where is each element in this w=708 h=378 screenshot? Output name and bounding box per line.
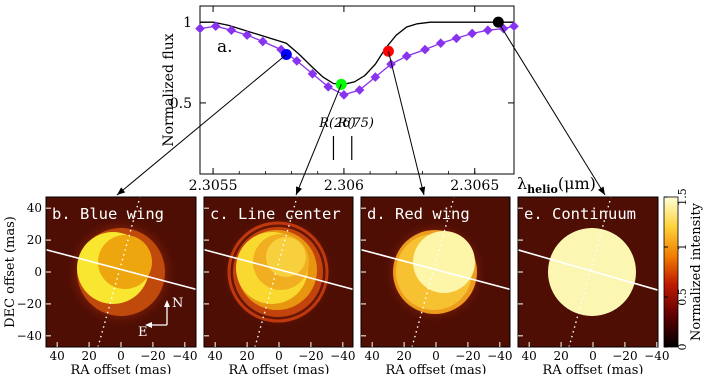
y-tick-label: 0.5: [170, 96, 192, 112]
ra-tick-label: 0: [275, 349, 283, 363]
connector-arrowhead: [418, 186, 426, 195]
dec-tick-label: 0: [34, 265, 42, 279]
ra-tick-label: 0: [117, 349, 125, 363]
colorbar-tick-label: 0.5: [676, 288, 689, 306]
rotation-axis: [411, 197, 455, 347]
ra-axis-label: RA offset (mas): [71, 363, 172, 374]
ra-tick-label: −40: [644, 349, 669, 363]
observed-point: [195, 23, 205, 34]
star-disk: [548, 228, 636, 316]
observed-point: [483, 25, 493, 36]
observed-point: [292, 56, 302, 66]
panel-blue-wing: b. Blue wing N E: [45, 196, 197, 348]
slit-line: [46, 248, 196, 291]
panel-label: c. Line center: [210, 205, 341, 223]
connector-arrowhead: [296, 186, 302, 195]
colorbar-tick-label: 1.5: [676, 188, 689, 206]
ra-tick-label: 20: [553, 349, 568, 363]
slit-line: [361, 248, 510, 291]
x-tick-label: 2.306: [324, 178, 364, 194]
y-tick-label: 1: [183, 15, 192, 31]
north-arrow-head: [164, 300, 170, 307]
line-marker-label: R(26): [318, 116, 355, 131]
connector-arrows: [116, 21, 606, 196]
ra-tick-label: −40: [487, 349, 512, 363]
ra-tick-label: 40: [365, 349, 380, 363]
spectrum-x-ticks: 2.3055 2.306 2.3065: [189, 6, 499, 194]
colorbar-tick-label: 1: [676, 244, 689, 251]
connector-line: [387, 51, 425, 196]
dec-tick-label: −20: [17, 297, 42, 311]
east-label: E: [138, 325, 148, 340]
connector-line: [116, 54, 287, 196]
ra-tick-label: −20: [455, 349, 480, 363]
spectrum-panel-label: a.: [217, 37, 233, 57]
bright-disk: [413, 231, 475, 293]
image-panels: DEC offset (mas) b. Blue wing N E: [3, 188, 704, 378]
north-label: N: [172, 296, 183, 311]
ra-axis-label: RA offset (mas): [229, 363, 330, 374]
connector-arrowhead: [117, 187, 126, 195]
east-arrow-head: [145, 322, 152, 328]
spectrum-y-ticks: 0.51: [170, 15, 514, 112]
x-label-unit: (μm): [558, 174, 596, 193]
connector-line: [295, 84, 342, 196]
ra-tick-label: 0: [589, 349, 597, 363]
spectrum-x-axis-label: λhelio(μm): [517, 174, 596, 196]
outer-ring: [227, 221, 329, 323]
slit-line: [518, 249, 658, 291]
ra-tick-label: −20: [612, 349, 637, 363]
panel-red-wing: d. Red wing: [360, 196, 511, 348]
compass: N E: [138, 296, 183, 340]
x-label-lambda: λ: [517, 174, 527, 193]
ra-tick-label: 40: [522, 349, 537, 363]
x-label-subscript: helio: [527, 183, 558, 196]
rotation-axis: [254, 197, 298, 347]
crescent-inner: [98, 235, 152, 289]
panel-continuum: e. Continuum: [517, 196, 659, 348]
connector-arrowhead: [598, 186, 605, 195]
ra-tick-label: 0: [432, 349, 440, 363]
dec-tick-label: 40: [27, 201, 42, 215]
panel-label: e. Continuum: [524, 205, 636, 223]
slit-line: [204, 248, 353, 291]
ra-tick-label: −20: [298, 349, 323, 363]
colorbar-label: Normalized intensity: [689, 202, 704, 341]
ra-tick-label: 20: [396, 349, 411, 363]
colorbar-ticks: 0 0.5 1 1.5: [664, 188, 689, 351]
spectrum-panel: a. Normalized flux 0.51 2.3055 2.306 2.306…: [161, 5, 596, 196]
ra-tick-label: 20: [239, 349, 254, 363]
rotation-axis: [97, 197, 141, 347]
colorbar-tick-label: 0: [676, 344, 689, 351]
x-tick-label: 2.3065: [450, 178, 499, 194]
panel-line-center: c. Line center: [203, 196, 354, 348]
rotation-axis: [568, 197, 612, 347]
ra-axis-label: RA offset (mas): [386, 363, 487, 374]
ra-tick-label: −40: [330, 349, 355, 363]
dec-tick-label: 20: [27, 233, 42, 247]
line-marker-label: R(75): [337, 116, 374, 131]
spectrum-y-axis-label: Normalized flux: [161, 33, 177, 146]
dec-tick-label: −40: [17, 329, 42, 343]
connector-line: [497, 21, 606, 196]
colorbar-gradient: [663, 196, 679, 348]
ra-tick-label: −20: [140, 349, 165, 363]
ra-tick-label: 20: [81, 349, 96, 363]
dec-axis-label: DEC offset (mas): [3, 216, 18, 328]
bright-core: [266, 237, 306, 277]
colorbar: 0 0.5 1 1.5 Normalized intensity: [663, 188, 704, 351]
ra-axis-label: RA offset (mas): [543, 363, 644, 374]
panel-label: d. Red wing: [367, 205, 470, 223]
ra-tick-label: 40: [208, 349, 223, 363]
ra-tick-label: 40: [50, 349, 65, 363]
x-tick-label: 2.3055: [189, 178, 238, 194]
line-markers: R(26)R(75): [318, 116, 374, 160]
panel-label: b. Blue wing: [52, 205, 164, 223]
ra-tick-label: −40: [172, 349, 197, 363]
